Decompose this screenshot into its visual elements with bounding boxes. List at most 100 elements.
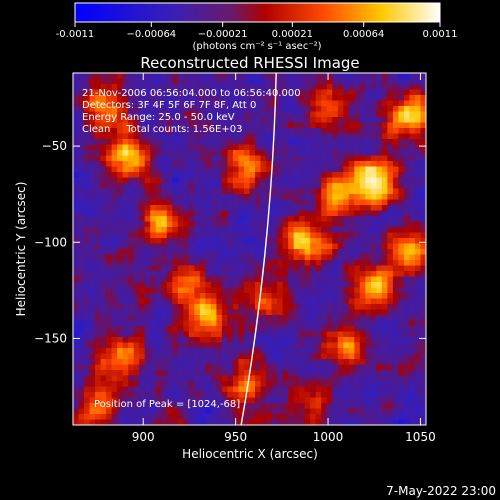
heatmap-cell bbox=[370, 238, 377, 245]
heatmap-cell bbox=[403, 287, 411, 294]
heatmap-cell bbox=[100, 375, 107, 382]
heatmap-cell bbox=[337, 249, 344, 256]
heatmap-cell bbox=[139, 221, 146, 228]
heatmap-cell bbox=[100, 227, 107, 234]
heatmap-cell bbox=[266, 243, 273, 250]
heatmap-cell bbox=[337, 370, 344, 377]
heatmap-cell bbox=[122, 199, 129, 206]
heatmap-cell bbox=[321, 265, 328, 272]
heatmap-cell bbox=[255, 117, 262, 124]
heatmap-cell bbox=[150, 304, 157, 311]
heatmap-cell bbox=[78, 276, 85, 283]
heatmap-cell bbox=[155, 271, 162, 278]
heatmap-cell bbox=[310, 271, 317, 278]
heatmap-cell bbox=[139, 342, 146, 349]
heatmap-cell bbox=[403, 320, 411, 327]
heatmap-cell bbox=[106, 392, 113, 399]
heatmap-cell bbox=[89, 309, 96, 316]
heatmap-cell bbox=[221, 216, 229, 223]
heatmap-cell bbox=[348, 381, 355, 388]
heatmap-cell bbox=[282, 221, 289, 228]
heatmap-cell bbox=[359, 392, 366, 399]
heatmap-cell bbox=[315, 392, 322, 399]
heatmap-cell bbox=[205, 392, 212, 399]
heatmap-cell bbox=[255, 227, 262, 234]
heatmap-cell bbox=[133, 381, 140, 388]
heatmap-cell bbox=[266, 95, 273, 102]
heatmap-cell bbox=[73, 106, 80, 113]
heatmap-cell bbox=[354, 320, 361, 327]
heatmap-cell bbox=[111, 89, 118, 96]
heatmap-cell bbox=[365, 172, 372, 179]
heatmap-cell bbox=[315, 177, 322, 184]
heatmap-cell bbox=[304, 172, 311, 179]
heatmap-cell bbox=[78, 364, 85, 371]
heatmap-cell bbox=[420, 144, 426, 151]
heatmap-cell bbox=[73, 111, 80, 118]
heatmap-cell bbox=[172, 100, 179, 107]
heatmap-cell bbox=[243, 144, 251, 151]
heatmap-cell bbox=[188, 276, 195, 283]
heatmap-cell bbox=[117, 155, 124, 162]
heatmap-cell bbox=[365, 298, 372, 305]
heatmap-cell bbox=[188, 342, 195, 349]
heatmap-cell bbox=[381, 73, 388, 80]
heatmap-cell bbox=[398, 271, 405, 278]
heatmap-cell bbox=[249, 419, 256, 425]
heatmap-cell bbox=[221, 375, 229, 382]
heatmap-cell bbox=[100, 348, 107, 355]
heatmap-cell bbox=[409, 128, 416, 135]
heatmap-cell bbox=[326, 172, 333, 179]
heatmap-cell bbox=[194, 155, 201, 162]
heatmap-cell bbox=[359, 419, 366, 425]
heatmap-cell bbox=[133, 370, 140, 377]
heatmap-cell bbox=[128, 232, 135, 239]
heatmap-cell bbox=[315, 293, 322, 300]
heatmap-cell bbox=[282, 100, 289, 107]
heatmap-cell bbox=[359, 375, 366, 382]
heatmap-cell bbox=[227, 188, 234, 195]
heatmap-cell bbox=[359, 243, 366, 250]
heatmap-cell bbox=[78, 249, 85, 256]
heatmap-cell bbox=[409, 139, 416, 146]
heatmap-cell bbox=[238, 188, 245, 195]
heatmap-cell bbox=[111, 315, 118, 322]
heatmap-cell bbox=[84, 210, 91, 217]
heatmap-cell bbox=[398, 117, 405, 124]
heatmap-cell bbox=[282, 166, 289, 173]
heatmap-cell bbox=[183, 271, 190, 278]
heatmap-cell bbox=[332, 381, 339, 388]
heatmap-cell bbox=[216, 194, 223, 201]
heatmap-cell bbox=[370, 287, 377, 294]
heatmap-cell bbox=[381, 216, 388, 223]
heatmap-cell bbox=[315, 106, 322, 113]
heatmap-cell bbox=[221, 73, 229, 80]
heatmap-cell bbox=[199, 359, 206, 366]
heatmap-cell bbox=[365, 293, 372, 300]
heatmap-cell bbox=[332, 353, 339, 360]
heatmap-cell bbox=[238, 199, 245, 206]
heatmap-cell bbox=[128, 304, 135, 311]
heatmap-cell bbox=[337, 359, 344, 366]
heatmap-cell bbox=[365, 408, 372, 415]
heatmap-cell bbox=[227, 353, 234, 360]
heatmap-cell bbox=[354, 326, 361, 333]
heatmap-cell bbox=[282, 260, 289, 267]
heatmap-cell bbox=[260, 117, 267, 124]
heatmap-cell bbox=[144, 337, 151, 344]
heatmap-cell bbox=[359, 304, 366, 311]
heatmap-cell bbox=[199, 315, 206, 322]
heatmap-cell bbox=[277, 309, 284, 316]
heatmap-cell bbox=[188, 89, 195, 96]
heatmap-cell bbox=[100, 397, 107, 404]
heatmap-cell bbox=[139, 183, 146, 190]
heatmap-cell bbox=[216, 419, 223, 425]
heatmap-cell bbox=[299, 254, 306, 261]
heatmap-cell bbox=[414, 177, 422, 184]
heatmap-cell bbox=[161, 188, 168, 195]
heatmap-cell bbox=[403, 348, 411, 355]
heatmap-cell bbox=[381, 133, 388, 140]
heatmap-cell bbox=[359, 249, 366, 256]
heatmap-cell bbox=[310, 359, 317, 366]
heatmap-cell bbox=[100, 271, 107, 278]
